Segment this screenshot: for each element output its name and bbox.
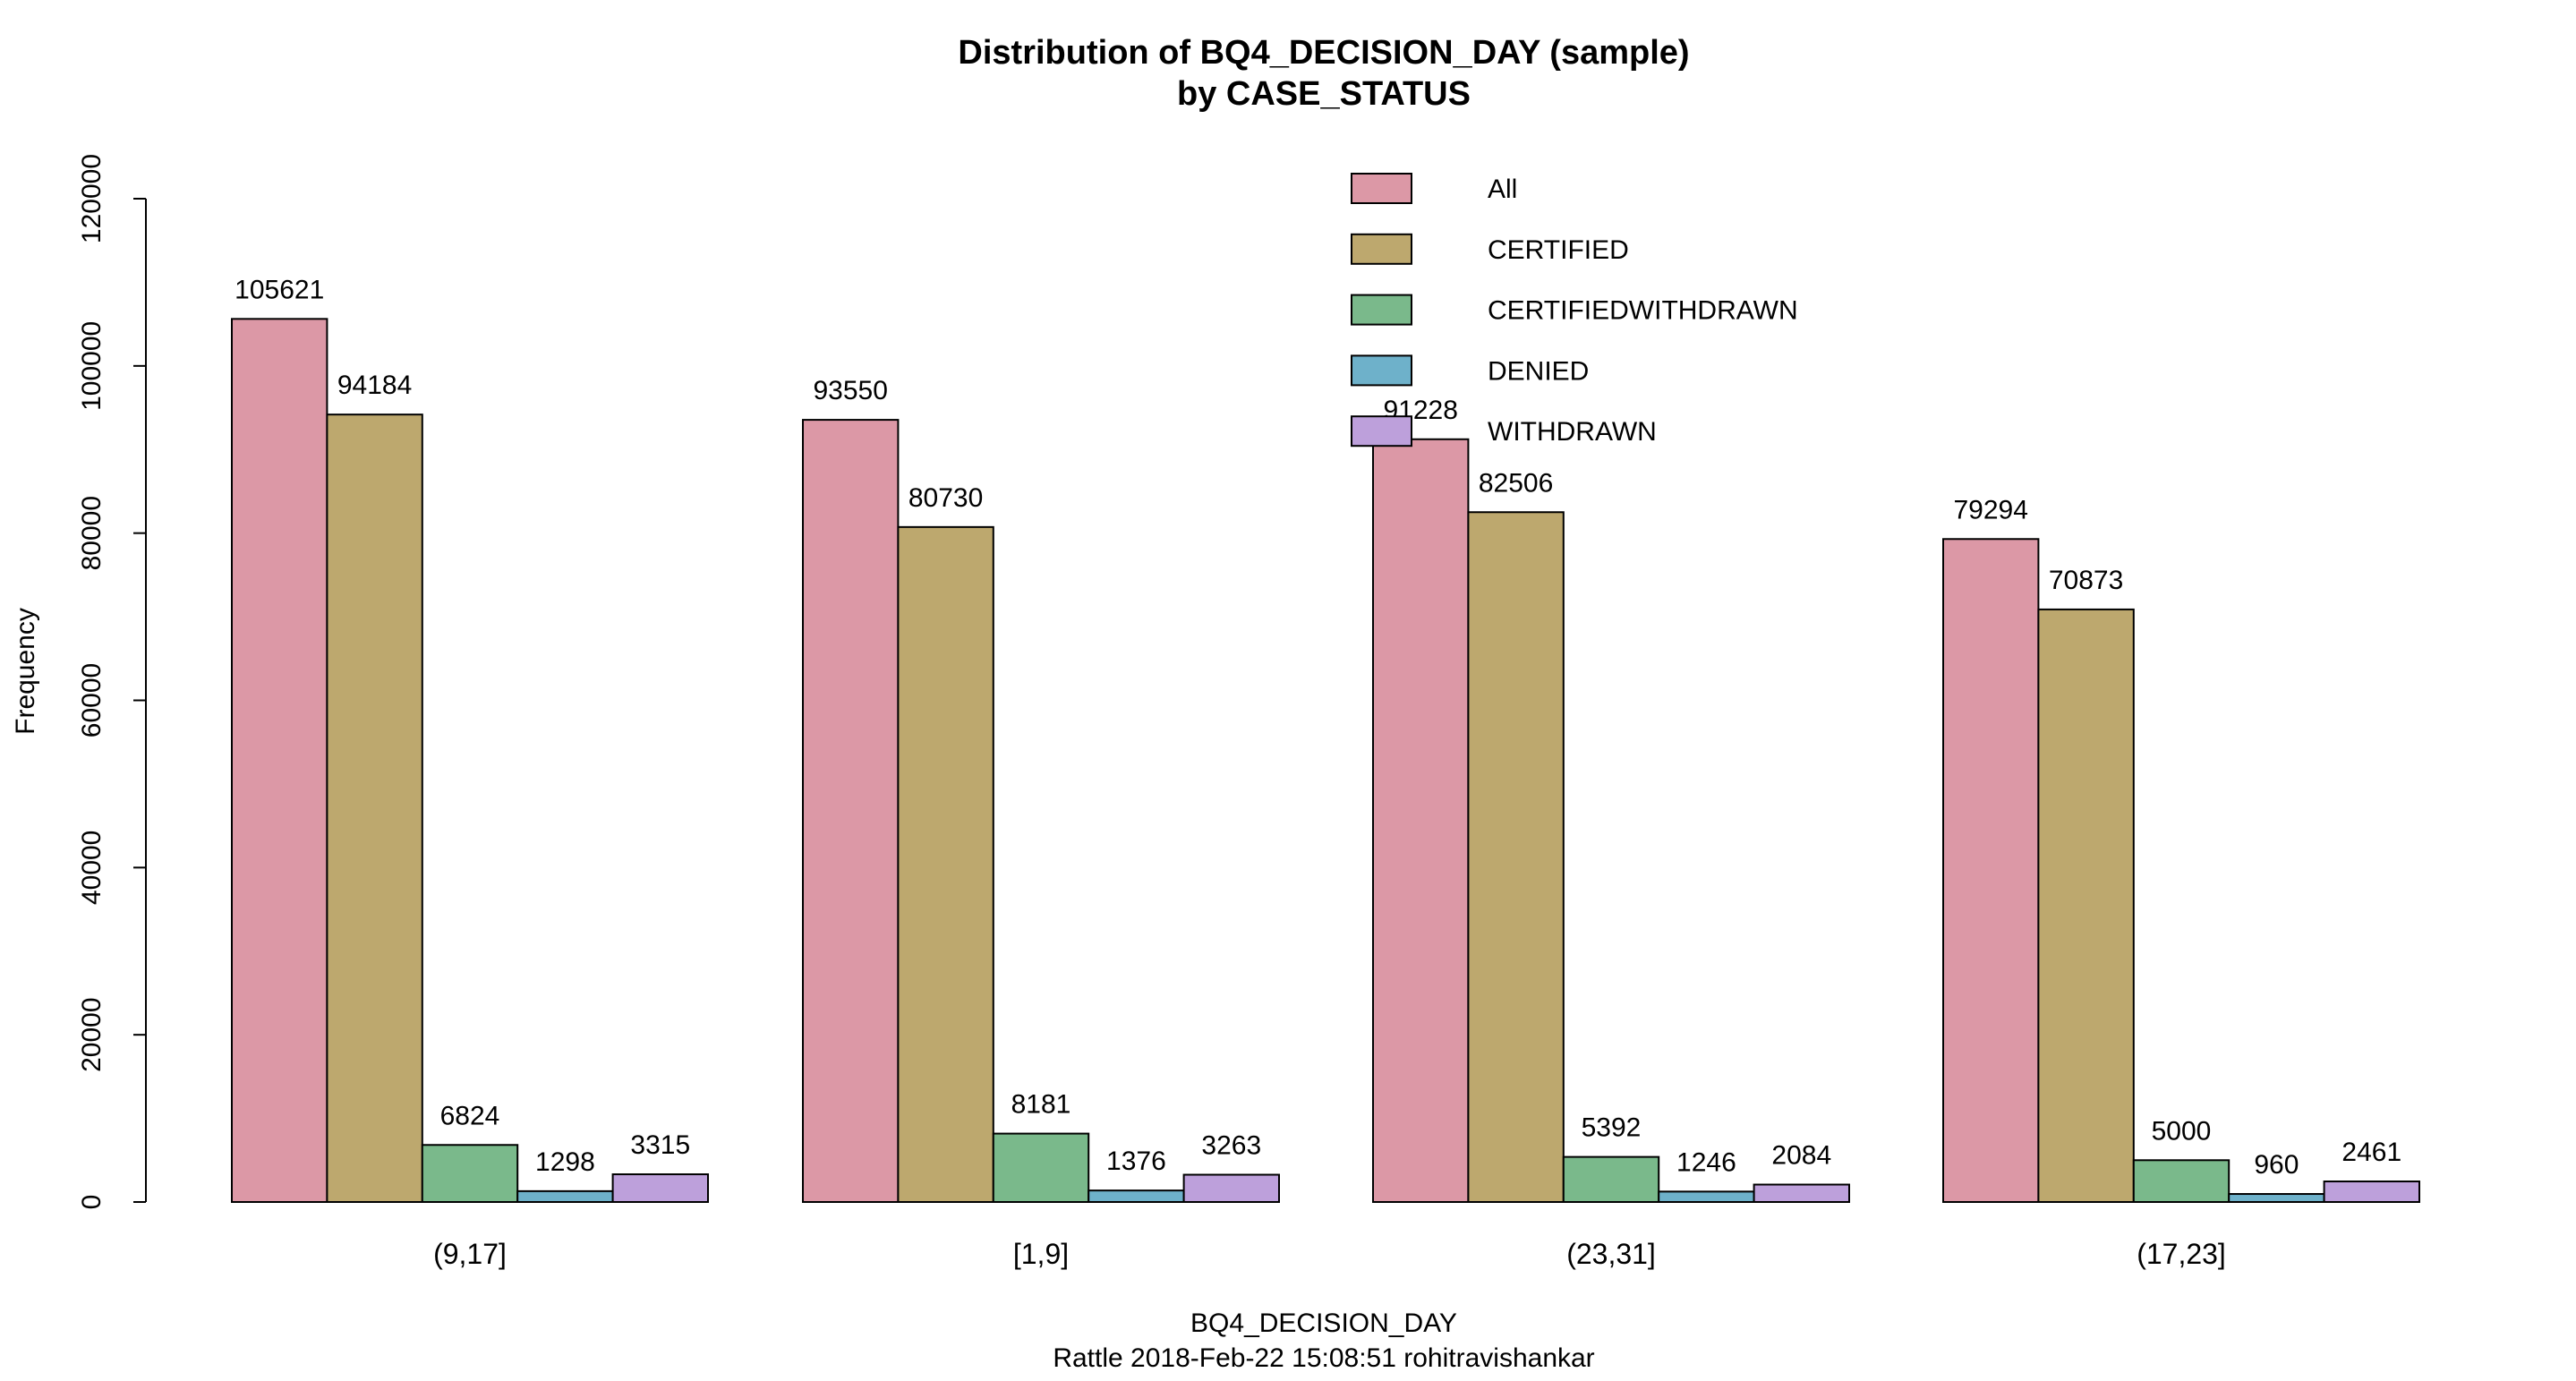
legend-swatch (1351, 354, 1412, 387)
bar (1753, 1183, 1850, 1204)
legend-label: DENIED (1488, 356, 1589, 386)
y-tick-label: 80000 (77, 496, 107, 570)
bar (326, 413, 423, 1203)
data-label: 80730 (908, 483, 983, 513)
legend-swatch (1351, 233, 1412, 265)
footer-text: Rattle 2018-Feb-22 15:08:51 rohitravisha… (1053, 1343, 1594, 1373)
data-label: 93550 (813, 376, 887, 405)
data-label: 3263 (1201, 1131, 1261, 1161)
legend-label: All (1488, 175, 1517, 204)
bar (1942, 538, 2040, 1203)
data-label: 5000 (2152, 1116, 2212, 1146)
bar-group: 93550 80730 8181 1376 3263 [1,9] (802, 376, 1280, 1270)
bar (1182, 1173, 1280, 1204)
bar (231, 318, 328, 1203)
category-label: (9,17] (433, 1238, 507, 1270)
y-tick-label: 40000 (77, 831, 107, 905)
bar (421, 1144, 519, 1203)
x-axis-label: BQ4_DECISION_DAY (1190, 1309, 1457, 1338)
legend-swatch (1351, 415, 1412, 448)
data-label: 8181 (1011, 1090, 1071, 1120)
category-label: [1,9] (1013, 1238, 1069, 1270)
y-tick-label: 20000 (77, 997, 107, 1071)
bar (1372, 438, 1470, 1203)
bar-group: 79294 70873 5000 960 2461 (17,23] (1942, 495, 2421, 1270)
bar (2323, 1181, 2421, 1203)
chart-title: Distribution of BQ4_DECISION_DAY (sample… (958, 34, 1689, 72)
bar (2037, 608, 2135, 1203)
legend-swatch (1351, 173, 1412, 204)
data-label: 1298 (535, 1147, 595, 1177)
bar (1658, 1190, 1755, 1203)
legend-item: WITHDRAWN (1351, 415, 1657, 448)
chart-subtitle: by CASE_STATUS (1177, 75, 1471, 113)
bar (897, 525, 994, 1203)
y-tick-label: 0 (77, 1195, 107, 1210)
y-tick-label: 100000 (77, 321, 107, 411)
data-label: 3315 (630, 1130, 690, 1160)
y-axis-label: Frequency (11, 608, 40, 735)
data-label: 82506 (1479, 468, 1553, 498)
legend-item: CERTIFIEDWITHDRAWN (1351, 294, 1798, 326)
bar (516, 1189, 614, 1203)
bar (1467, 511, 1565, 1203)
legend-item: CERTIFIED (1351, 233, 1629, 265)
bar (992, 1132, 1090, 1203)
legend-item: All (1351, 173, 1517, 204)
data-label: 2461 (2341, 1138, 2401, 1167)
bar-group: 105621 94184 6824 1298 3315 (9,17] (231, 275, 709, 1270)
legend-item: DENIED (1351, 354, 1589, 387)
data-label: 5392 (1582, 1113, 1642, 1143)
data-label: 105621 (235, 275, 324, 304)
bar (2228, 1193, 2325, 1203)
data-label: 6824 (440, 1101, 500, 1130)
bar (1562, 1155, 1660, 1204)
legend: All CERTIFIED CERTIFIEDWITHDRAWN DENIED WITH… (1351, 173, 1798, 448)
data-label: 94184 (337, 371, 412, 400)
bar (611, 1173, 709, 1203)
data-label: 960 (2254, 1150, 2299, 1180)
bar (1088, 1189, 1185, 1204)
bar (802, 419, 900, 1203)
legend-label: CERTIFIEDWITHDRAWN (1488, 296, 1798, 326)
y-axis: 0 20000 40000 60000 80000 100000 120000 (77, 154, 147, 1210)
data-label: 2084 (1771, 1141, 1831, 1171)
data-label: 1246 (1676, 1147, 1736, 1177)
y-tick-label: 120000 (77, 154, 107, 243)
data-label: 1376 (1106, 1147, 1166, 1176)
bar (2132, 1159, 2231, 1203)
bars-group: 105621 94184 6824 1298 3315 (9,17] 93550 80730 8… (231, 275, 2421, 1270)
category-label: (17,23] (2137, 1238, 2226, 1270)
legend-swatch (1351, 294, 1412, 326)
y-tick-label: 60000 (77, 663, 107, 737)
category-label: (23,31] (1566, 1238, 1656, 1270)
data-label: 70873 (2049, 566, 2123, 595)
legend-label: CERTIFIED (1488, 235, 1629, 265)
legend-label: WITHDRAWN (1488, 417, 1657, 447)
data-label: 79294 (1953, 495, 2027, 524)
